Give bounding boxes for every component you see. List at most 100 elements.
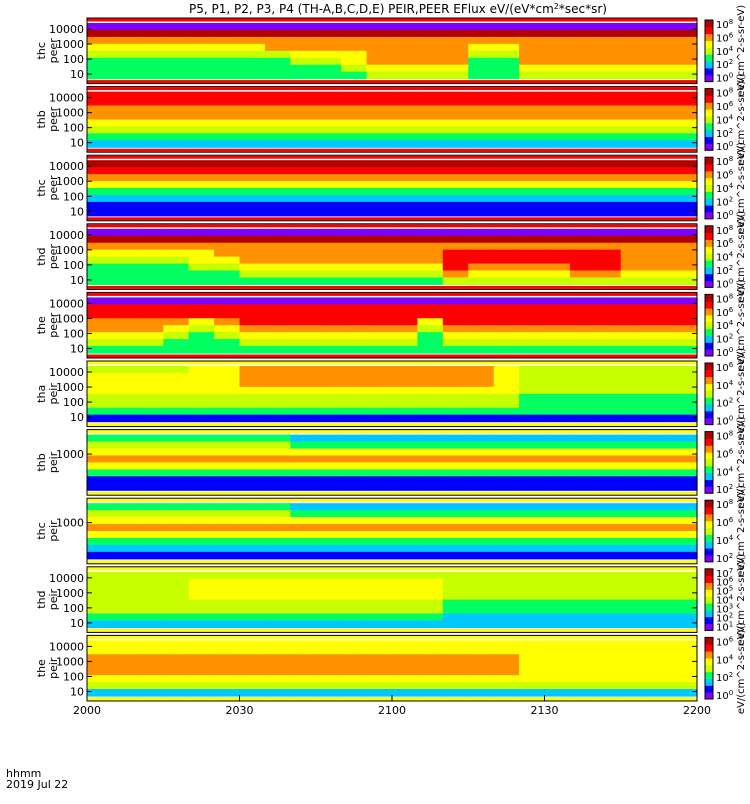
heatmap-cell [341,675,368,683]
heatmap-cell [315,537,342,546]
heatmap-cell [163,407,190,416]
heatmap-cell [544,476,571,484]
heatmap-cell [163,346,190,354]
heatmap-cell [519,277,546,285]
heatmap-cell [163,531,190,539]
heatmap-cell [671,339,698,347]
heatmap-cell [188,174,215,182]
heatmap-cell [493,23,520,31]
heatmap-cell [315,277,342,285]
heatmap-cell [646,668,673,676]
heatmap-cell [341,318,368,326]
heatmap-cell [214,613,241,622]
heatmap-cell [671,524,698,532]
colorbar-tick-label: 102 [716,127,733,140]
y-axis-probe-label: the [35,659,48,677]
heatmap-cell [417,181,444,189]
heatmap-cell [544,208,571,217]
heatmap-cell [188,661,215,669]
heatmap-cell [442,228,469,237]
heatmap-cell [671,537,698,546]
heatmap-cell [468,332,495,340]
heatmap-cell [595,592,622,601]
panel-strip-bottom [87,628,697,632]
heatmap-cell [87,379,114,388]
heatmap-cell [620,689,647,697]
heatmap-cell [646,524,673,532]
heatmap-cell [493,140,520,148]
heatmap-cell [188,242,215,251]
heatmap-cell [646,256,673,265]
heatmap-cell [620,208,647,217]
heatmap-cell [112,140,139,148]
heatmap-cell [544,393,571,402]
heatmap-cell [569,297,596,305]
heatmap-cell [620,524,647,532]
heatmap-cell [366,36,393,45]
heatmap-cell [468,112,495,120]
heatmap-cell [188,256,215,265]
heatmap-cell [671,448,698,457]
heatmap-cell [112,188,139,196]
heatmap-cell [239,386,266,395]
heatmap-cell [366,318,393,326]
heatmap-cell [646,270,673,279]
heatmap-cell [264,174,291,182]
heatmap-cell [341,160,368,168]
colorbar-tick-label: 102 [716,611,733,624]
heatmap-cell [595,36,622,45]
heatmap-cell [595,188,622,196]
heatmap-cell [239,160,266,168]
heatmap-cell [366,71,393,80]
heatmap-cell [290,379,317,388]
heatmap-cell [620,181,647,189]
heatmap-cell [493,29,520,38]
heatmap-cell [442,160,469,168]
heatmap-cell [468,640,495,648]
colorbar-tick-label: 100 [716,346,733,359]
heatmap-cell [87,235,114,244]
heatmap-cell [392,112,419,120]
heatmap-cell [417,339,444,347]
heatmap-cell [569,400,596,409]
heatmap-cell [569,201,596,210]
heatmap-cell [468,325,495,333]
colorbar-tick-label: 106 [716,31,734,44]
heatmap-cell [366,613,393,622]
heatmap-cell [112,304,139,312]
heatmap-cell [595,661,622,669]
colorbar-tick-label: 106 [716,306,734,319]
heatmap-cell [163,181,190,189]
heatmap-cell [366,23,393,31]
heatmap-cell [620,133,647,141]
heatmap-cell [264,469,291,477]
heatmap-cell [315,140,342,148]
heatmap-cell [239,689,266,697]
heatmap-cell [569,462,596,470]
heatmap-cell [544,325,571,333]
heatmap-cell [519,50,546,59]
heatmap-cell [315,682,342,690]
colorbar-tick-label: 102 [716,552,733,565]
heatmap-cell [671,235,698,244]
heatmap-cell [519,682,546,690]
y-axis-product-label: peir [47,451,60,473]
heatmap-cell [620,599,647,608]
heatmap-cell [468,174,495,182]
heatmap-cell [87,503,114,511]
heatmap-cell [442,448,469,457]
heatmap-cell [315,242,342,251]
heatmap-cell [595,194,622,203]
heatmap-cell [671,270,698,279]
heatmap-cell [468,126,495,134]
heatmap-cell [392,585,419,594]
heatmap-cell [417,91,444,100]
heatmap-cell [264,544,291,553]
heatmap-cell [493,297,520,305]
heatmap-cell [392,208,419,217]
colorbar-label: eV/(cm^2-s-sr-eV) [736,142,747,234]
heatmap-cell [671,689,698,697]
heatmap-cell [137,592,164,601]
heatmap-cell [112,112,139,120]
heatmap-cell [595,689,622,697]
